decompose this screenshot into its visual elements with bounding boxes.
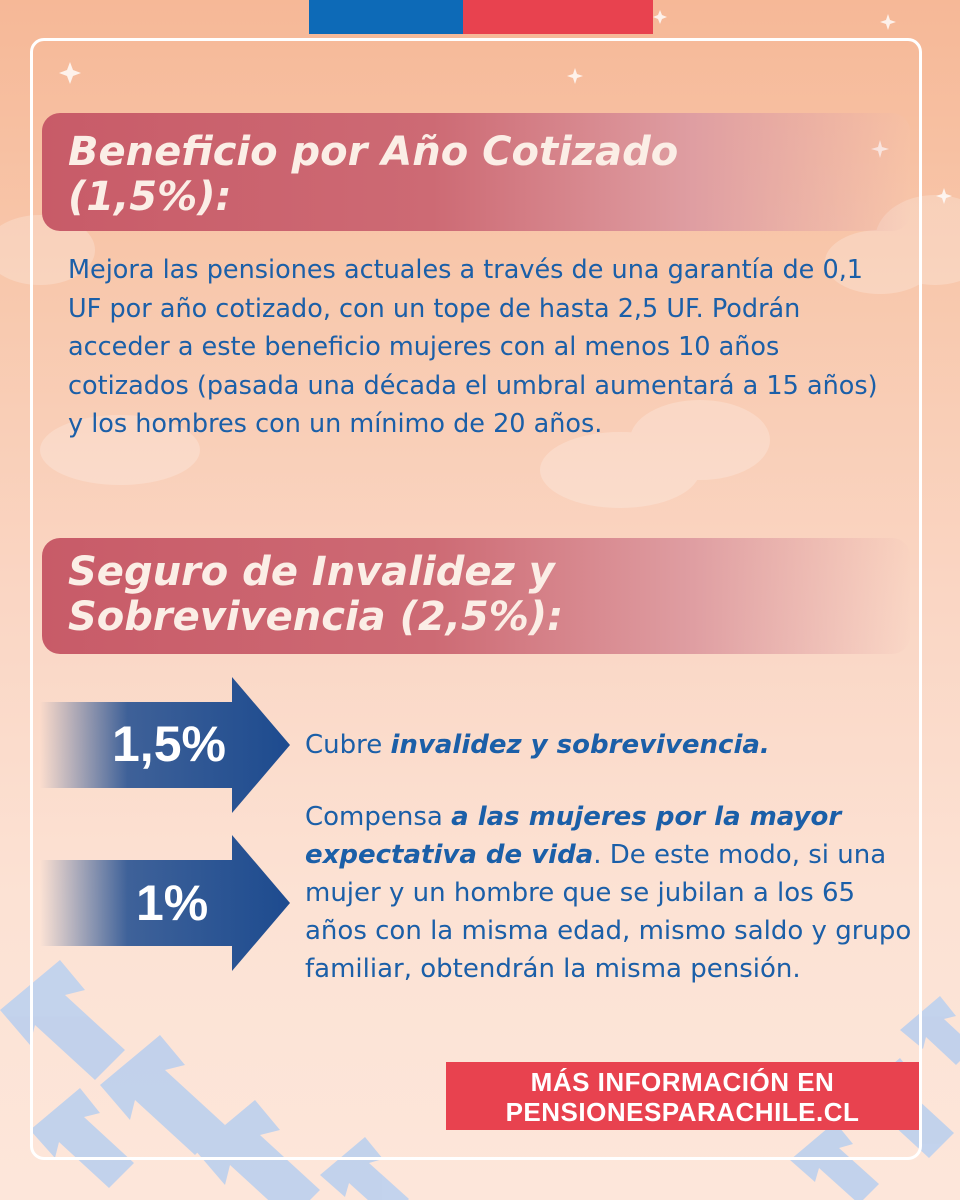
cloud-shapes — [0, 195, 960, 508]
item2-intro: Compensa — [305, 802, 452, 832]
arrow-shape-1 — [40, 677, 290, 813]
more-info-banner: MÁS INFORMACIÓN EN PENSIONESPARACHILE.CL — [446, 1062, 919, 1130]
percent-label-2: 1% — [136, 875, 209, 931]
section1-title-banner — [42, 113, 910, 231]
item1-emphasis: invalidez y sobrevivencia. — [390, 730, 770, 760]
section2-title-banner — [42, 538, 910, 654]
arrow-shape-2 — [40, 835, 290, 971]
section1-title: Beneficio por Año Cotizado (1,5%): — [68, 129, 679, 220]
flag-stripe-blue — [309, 0, 463, 34]
flag-stripe-red — [463, 0, 653, 34]
item2-rest: . De este modo, si una mujer y un hombre… — [305, 840, 912, 984]
section1-body: Mejora las pensiones actuales a través d… — [68, 255, 878, 439]
percent-label-1: 1,5% — [112, 716, 226, 772]
item2-description: Compensa a las mujeres por la mayor expe… — [305, 798, 925, 988]
cta-link[interactable]: PENSIONESPARACHILE.CL — [505, 1097, 860, 1127]
item1-description: Cubre invalidez y sobrevivencia. — [305, 726, 925, 764]
item1-intro: Cubre — [305, 730, 391, 760]
content-frame — [30, 38, 922, 1160]
background-arrows — [0, 960, 960, 1200]
section2-title: Seguro de Invalidez y Sobrevivencia (2,5… — [68, 549, 564, 640]
item2-emphasis: a las mujeres por la mayor expectativa d… — [305, 802, 842, 870]
cta-line-1: MÁS INFORMACIÓN EN — [530, 1067, 835, 1097]
